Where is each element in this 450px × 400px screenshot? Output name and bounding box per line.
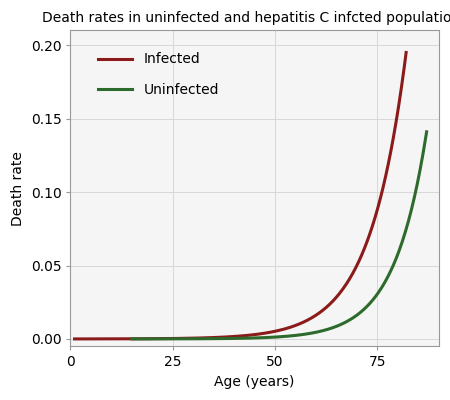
Uninfected <box>271 335 276 340</box>
Y-axis label: Death rate: Death rate <box>11 151 25 226</box>
Uninfected <box>371 297 376 302</box>
Infected <box>396 107 401 112</box>
Uninfected <box>269 335 274 340</box>
Infected <box>251 332 256 337</box>
Infected <box>72 336 77 341</box>
Uninfected <box>129 336 135 341</box>
Uninfected <box>305 332 310 336</box>
Line: Infected: Infected <box>75 52 406 339</box>
Infected <box>230 334 235 339</box>
Title: Death rates in uninfected and hepatitis C infcted populations: Death rates in uninfected and hepatitis … <box>42 11 450 25</box>
X-axis label: Age (years): Age (years) <box>215 375 295 389</box>
Uninfected <box>417 170 422 175</box>
Line: Uninfected: Uninfected <box>132 132 427 339</box>
Legend: Infected, Uninfected: Infected, Uninfected <box>92 47 225 103</box>
Uninfected <box>288 334 294 338</box>
Infected <box>404 50 409 55</box>
Infected <box>231 334 237 339</box>
Infected <box>269 330 274 334</box>
Infected <box>344 282 349 286</box>
Uninfected <box>424 130 429 134</box>
